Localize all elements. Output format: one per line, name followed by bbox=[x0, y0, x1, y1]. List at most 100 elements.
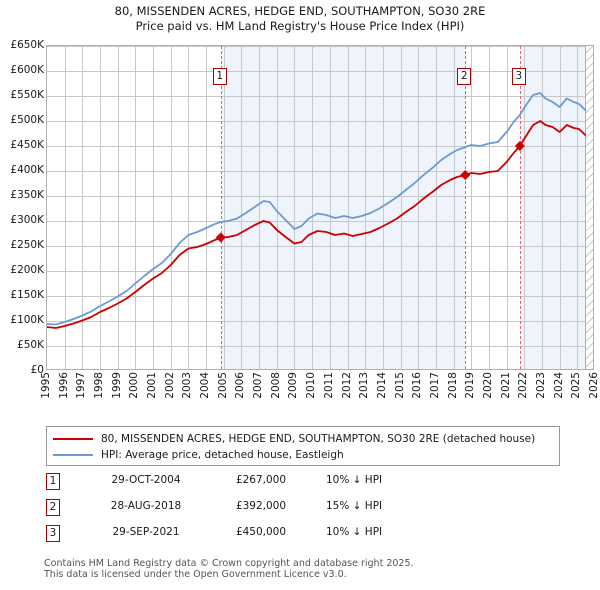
gridline-vertical bbox=[435, 46, 437, 369]
gridline-vertical bbox=[418, 46, 420, 369]
transaction-hpi-delta: 10% ↓ HPI bbox=[326, 474, 383, 486]
gridline-vertical bbox=[329, 46, 331, 369]
gridline-vertical bbox=[294, 46, 296, 369]
y-axis-tick-label: £350K bbox=[10, 189, 44, 201]
gridline-vertical bbox=[276, 46, 278, 369]
chart-series-layer bbox=[47, 92, 587, 329]
chart-callout-1[interactable]: 1 bbox=[212, 68, 227, 85]
gridline-vertical bbox=[82, 46, 84, 369]
legend-swatch-hpi bbox=[53, 454, 93, 456]
transaction-badge-3: 3 bbox=[46, 525, 60, 542]
y-axis-tick-label: £600K bbox=[10, 64, 44, 76]
gridline-vertical bbox=[559, 46, 561, 369]
chart-shaded-span-1 bbox=[220, 46, 466, 369]
transaction-date: 29-OCT-2004 bbox=[111, 474, 181, 486]
x-axis-tick-label: 2023 bbox=[534, 372, 547, 399]
gridline-horizontal bbox=[47, 321, 593, 322]
gridline-horizontal bbox=[47, 146, 593, 147]
gridline-horizontal bbox=[47, 196, 593, 197]
x-axis-tick-label: 1997 bbox=[75, 372, 88, 399]
x-axis-tick-label: 2026 bbox=[588, 372, 600, 399]
footer-line-1: Contains HM Land Registry data © Crown c… bbox=[44, 558, 414, 569]
gridline-vertical bbox=[453, 46, 455, 369]
y-axis-tick-label: £250K bbox=[10, 239, 44, 251]
y-axis-tick-label: £0 bbox=[30, 364, 44, 376]
x-axis-tick-label: 1999 bbox=[110, 372, 123, 399]
footer-line-2: This data is licensed under the Open Gov… bbox=[44, 569, 347, 580]
gridline-vertical bbox=[506, 46, 508, 369]
chart-plot-area[interactable] bbox=[46, 45, 594, 370]
gridline-vertical bbox=[259, 46, 261, 369]
legend-label-property: 80, MISSENDEN ACRES, HEDGE END, SOUTHAMP… bbox=[101, 433, 536, 445]
x-axis-tick-label: 1995 bbox=[40, 372, 52, 399]
transaction-point-2[interactable] bbox=[460, 170, 471, 180]
title-line-1: 80, MISSENDEN ACRES, HEDGE END, SOUTHAMP… bbox=[114, 4, 486, 18]
x-axis-tick-label: 2006 bbox=[234, 372, 247, 399]
x-axis-tick-label: 2021 bbox=[499, 372, 512, 399]
series-line-hpi bbox=[47, 92, 587, 326]
x-axis-tick-label: 2011 bbox=[322, 372, 335, 399]
gridline-vertical bbox=[524, 46, 526, 369]
gridline-vertical bbox=[577, 46, 579, 369]
x-axis-tick-label: 2000 bbox=[128, 372, 141, 399]
gridline-vertical bbox=[347, 46, 349, 369]
transaction-date: 29-SEP-2021 bbox=[112, 526, 180, 538]
chart-shaded-span-2 bbox=[519, 46, 593, 369]
y-axis-tick-label: £200K bbox=[10, 264, 44, 276]
transaction-row[interactable]: 1 29-OCT-2004 £267,000 10% ↓ HPI bbox=[46, 472, 466, 498]
gridline-horizontal bbox=[47, 121, 593, 122]
chart-callout-2[interactable]: 2 bbox=[457, 68, 472, 85]
legend-item-property: 80, MISSENDEN ACRES, HEDGE END, SOUTHAMP… bbox=[53, 431, 553, 447]
transaction-row[interactable]: 3 29-SEP-2021 £450,000 10% ↓ HPI bbox=[46, 524, 466, 550]
y-axis-tick-label: £400K bbox=[10, 164, 44, 176]
gridline-vertical bbox=[471, 46, 473, 369]
transaction-row[interactable]: 2 28-AUG-2018 £392,000 15% ↓ HPI bbox=[46, 498, 466, 524]
x-axis: 1995 1996 1997 1998 1999 2000 2001 2002 2003 2004… bbox=[40, 372, 600, 418]
y-axis-tick-label: £100K bbox=[10, 314, 44, 326]
x-axis-tick-label: 2012 bbox=[340, 372, 353, 399]
transaction-price: £450,000 bbox=[235, 526, 287, 538]
gridline-vertical bbox=[153, 46, 155, 369]
transaction-hpi-delta: 10% ↓ HPI bbox=[326, 526, 383, 538]
y-axis-tick-label: £300K bbox=[10, 214, 44, 226]
gridline-vertical bbox=[365, 46, 367, 369]
gridline-horizontal bbox=[47, 246, 593, 247]
gridline-horizontal bbox=[47, 171, 593, 172]
x-axis-tick-label: 2007 bbox=[252, 372, 265, 399]
gridline-vertical bbox=[135, 46, 137, 369]
x-axis-tick-label: 2013 bbox=[358, 372, 371, 399]
transaction-badge-1: 1 bbox=[46, 473, 60, 490]
chart-callout-3[interactable]: 3 bbox=[511, 68, 526, 85]
x-axis-tick-label: 2016 bbox=[411, 372, 424, 399]
gridline-horizontal bbox=[47, 221, 593, 222]
transaction-point-3[interactable] bbox=[514, 141, 525, 151]
x-axis-tick-label: 1996 bbox=[57, 372, 70, 399]
gridline-vertical bbox=[382, 46, 384, 369]
gridline-horizontal bbox=[47, 96, 593, 97]
transaction-marker-line-2 bbox=[465, 46, 467, 369]
gridline-horizontal bbox=[47, 71, 593, 72]
x-axis-tick-label: 2002 bbox=[163, 372, 176, 399]
x-axis-tick-label: 2014 bbox=[375, 372, 388, 399]
x-axis-tick-label: 2025 bbox=[570, 372, 583, 399]
x-axis-tick-label: 2005 bbox=[216, 372, 229, 399]
gridline-vertical bbox=[400, 46, 402, 369]
y-axis-tick-label: £450K bbox=[10, 139, 44, 151]
chart-legend: 80, MISSENDEN ACRES, HEDGE END, SOUTHAMP… bbox=[46, 426, 560, 466]
gridline-vertical bbox=[100, 46, 102, 369]
y-axis-tick-label: £550K bbox=[10, 89, 44, 101]
legend-label-hpi: HPI: Average price, detached house, East… bbox=[101, 449, 344, 461]
series-line-property bbox=[47, 120, 587, 329]
x-axis-tick-label: 2004 bbox=[199, 372, 212, 399]
gridline-vertical bbox=[206, 46, 208, 369]
transaction-marker-line-1 bbox=[220, 46, 222, 369]
y-axis-tick-label: £500K bbox=[10, 114, 44, 126]
y-axis: £0 £50K £100K £150K £200K £250K £300K £350K £400… bbox=[0, 39, 44, 376]
x-axis-tick-label: 2017 bbox=[428, 372, 441, 399]
gridline-vertical bbox=[488, 46, 490, 369]
transaction-point-1[interactable] bbox=[215, 232, 226, 243]
title-line-2: Price paid vs. HM Land Registry's House … bbox=[135, 19, 465, 33]
transaction-badge-2: 2 bbox=[46, 499, 60, 516]
y-axis-tick-label: £650K bbox=[10, 39, 44, 51]
gridline-vertical bbox=[541, 46, 543, 369]
